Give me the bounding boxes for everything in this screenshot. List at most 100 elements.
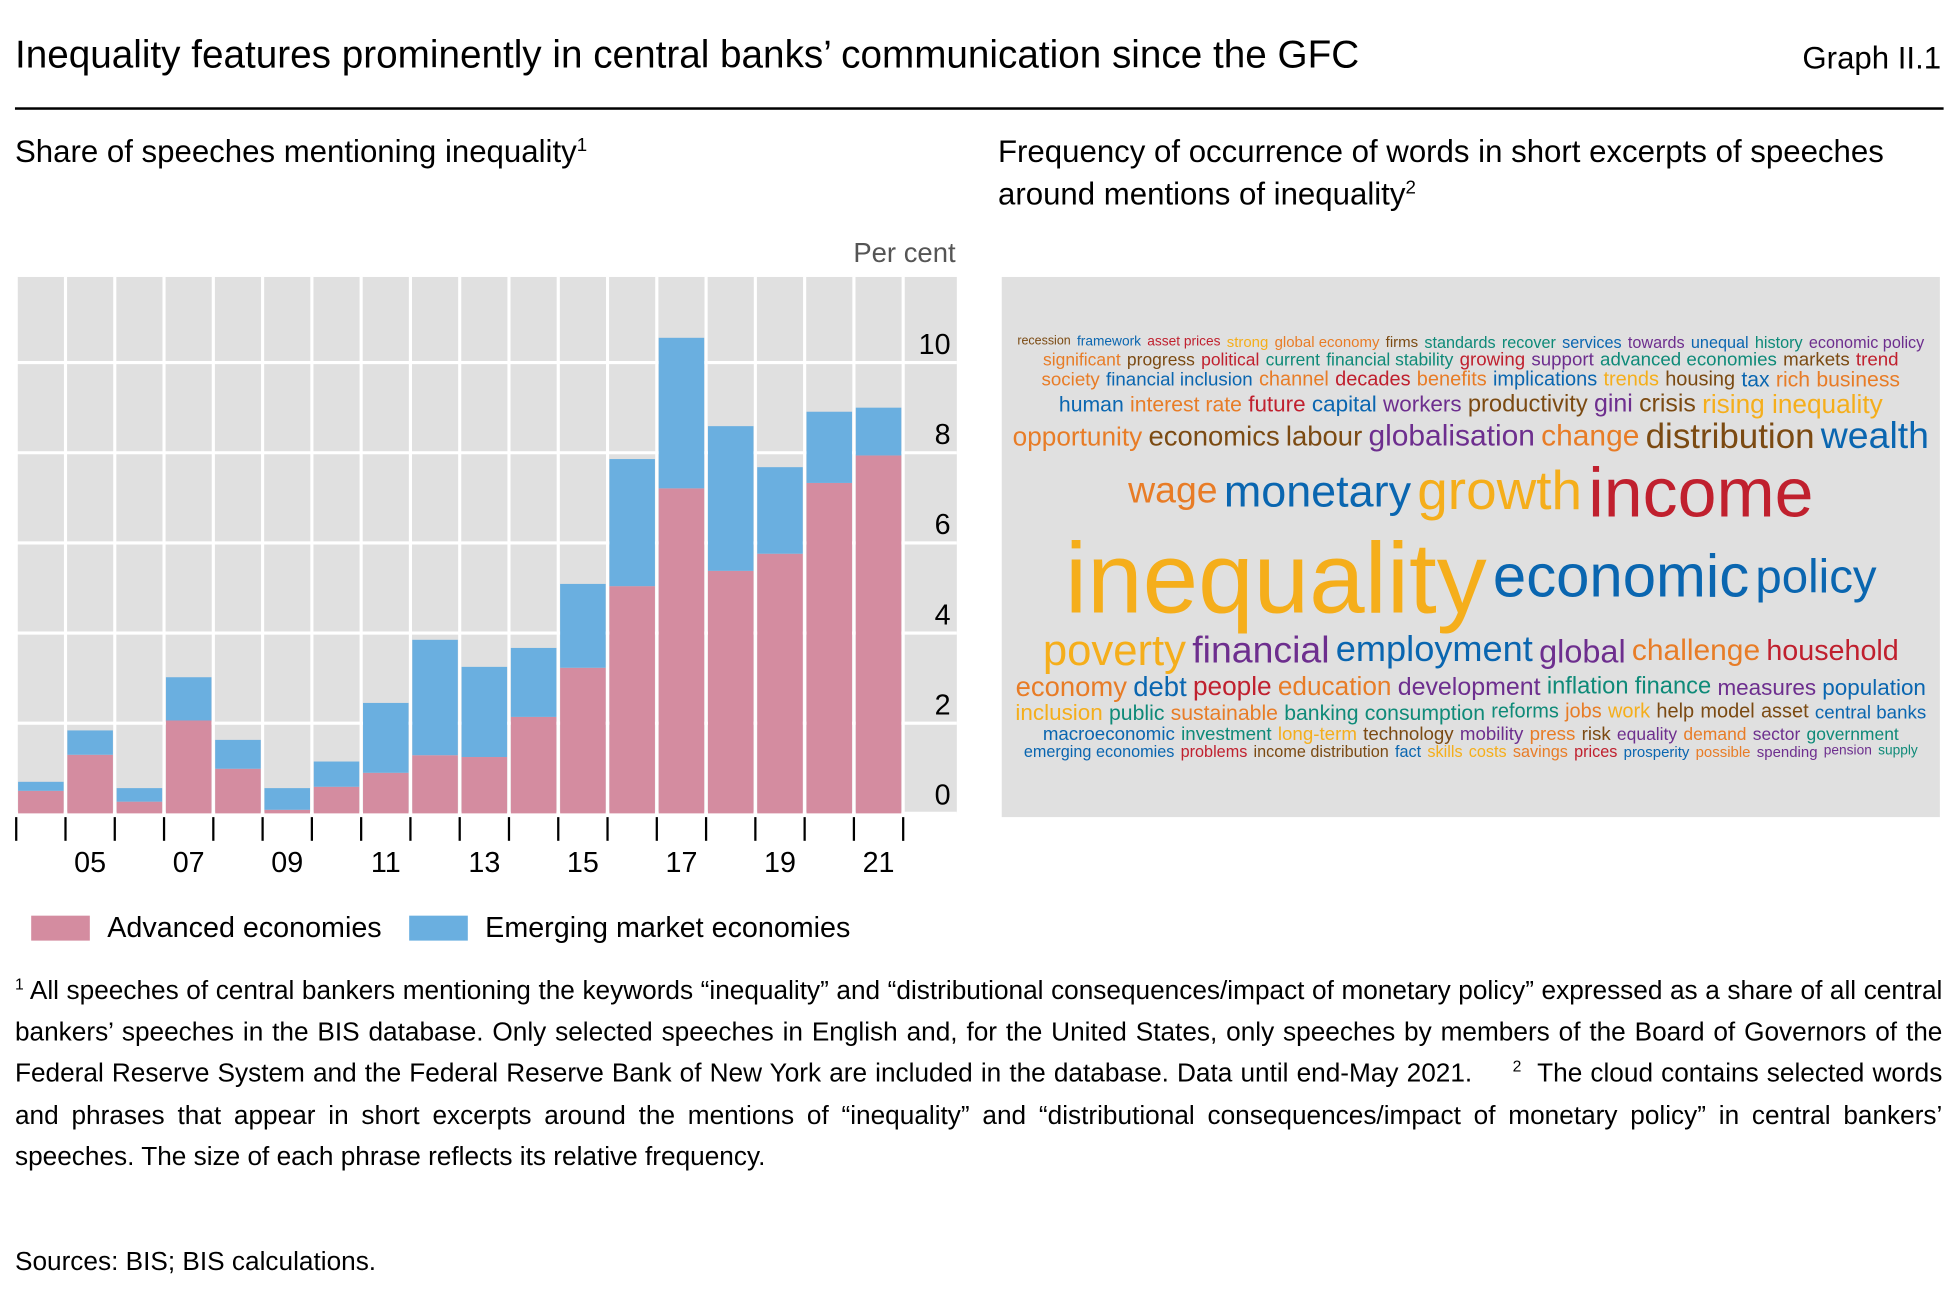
bar-advanced-economies xyxy=(67,754,113,814)
cloud-word: globalisation xyxy=(1368,419,1535,453)
bar-advanced-economies xyxy=(707,570,754,814)
cloud-word: significant xyxy=(1043,349,1121,370)
y-tick-label: 0 xyxy=(935,780,951,812)
y-tick-label: 10 xyxy=(919,329,951,361)
sources-line: Sources: BIS; BIS calculations. xyxy=(14,1247,377,1277)
cloud-word: problems xyxy=(1180,742,1248,762)
cloud-word: growing xyxy=(1459,349,1526,371)
cloud-word: framework xyxy=(1076,333,1142,349)
footnote-mark: 1 xyxy=(14,975,24,994)
cloud-word: investment xyxy=(1181,723,1272,745)
cloud-word: progress xyxy=(1126,349,1195,370)
graph-number: Graph II.1 xyxy=(1802,41,1942,77)
cloud-word: prices xyxy=(1574,742,1618,762)
bar-emerging-market-economies xyxy=(757,467,803,554)
cloud-word: history xyxy=(1754,332,1803,352)
bar-emerging-market-economies xyxy=(264,788,311,810)
cloud-word: inclusion xyxy=(1015,700,1103,726)
cloud-word: rising inequality xyxy=(1702,389,1883,419)
cloud-word: financial xyxy=(1192,629,1330,671)
bar-advanced-economies xyxy=(116,801,163,814)
cloud-word: recover xyxy=(1501,332,1556,352)
legend-label: Advanced economies xyxy=(107,910,382,944)
x-tick-label: 19 xyxy=(764,847,796,879)
cloud-word: asset xyxy=(1760,701,1809,723)
bar-emerging-market-economies xyxy=(363,702,409,773)
cloud-word: trend xyxy=(1855,349,1899,371)
x-tick-label: 21 xyxy=(863,847,895,879)
cloud-word: wage xyxy=(1128,470,1218,512)
cloud-word: savings xyxy=(1512,742,1568,762)
cloud-word: society xyxy=(1041,369,1100,391)
cloud-word: growth xyxy=(1417,459,1583,522)
footnote-mark: 2 xyxy=(1512,1058,1522,1076)
cloud-word: financial inclusion xyxy=(1106,369,1253,391)
y-tick-label: 6 xyxy=(935,509,951,541)
cloud-word: asset prices xyxy=(1147,333,1221,349)
bar-advanced-economies xyxy=(215,768,261,814)
cloud-word: distribution xyxy=(1645,416,1815,456)
cloud-word: model xyxy=(1700,701,1755,723)
cloud-word: decades xyxy=(1335,368,1411,391)
cloud-word: consumption xyxy=(1364,700,1485,725)
cloud-word: pension xyxy=(1823,743,1872,759)
cloud-word: global xyxy=(1539,632,1626,670)
cloud-word: advanced economies xyxy=(1600,349,1777,371)
cloud-word: education xyxy=(1277,672,1392,702)
cloud-word: policy xyxy=(1755,551,1877,604)
bar-emerging-market-economies xyxy=(313,761,360,787)
cloud-word: housing xyxy=(1665,368,1736,391)
cloud-word: press xyxy=(1529,723,1576,745)
footnote-ref: 1 xyxy=(576,134,588,156)
legend-item-advanced: Advanced economies xyxy=(31,910,382,945)
cloud-word: income distribution xyxy=(1253,742,1389,762)
cloud-word: rich xyxy=(1775,368,1811,393)
bar-emerging-market-economies xyxy=(658,337,705,489)
bar-advanced-economies xyxy=(313,786,360,814)
cloud-word: firms xyxy=(1385,333,1419,351)
cloud-word: emerging economies xyxy=(1023,742,1175,762)
cloud-word: household xyxy=(1766,634,1899,667)
cloud-word: capital xyxy=(1311,391,1377,417)
y-tick-label: 4 xyxy=(935,599,951,631)
cloud-word: strong xyxy=(1226,333,1269,351)
bar-advanced-economies xyxy=(658,488,705,814)
bar-advanced-economies xyxy=(18,790,64,814)
cloud-word: workers xyxy=(1383,391,1462,417)
cloud-word: supply xyxy=(1878,743,1918,759)
right-panel-subtitle: Frequency of occurrence of words in shor… xyxy=(998,131,1921,216)
cloud-word: productivity xyxy=(1467,391,1588,418)
cloud-word: wealth xyxy=(1820,415,1929,457)
cloud-word: human xyxy=(1058,392,1124,417)
cloud-word: inflation xyxy=(1546,674,1629,701)
cloud-word: help xyxy=(1656,701,1695,723)
cloud-word: economics xyxy=(1148,420,1280,452)
cloud-word: current xyxy=(1265,349,1320,370)
bar-emerging-market-economies xyxy=(18,781,64,791)
x-tick-label: 13 xyxy=(468,847,500,879)
cloud-word: banking xyxy=(1284,700,1359,725)
legend-swatch-advanced xyxy=(31,915,90,940)
cloud-word: employment xyxy=(1335,630,1533,671)
cloud-word: technology xyxy=(1363,723,1454,745)
x-tick-label: 11 xyxy=(371,847,401,879)
cloud-word: population xyxy=(1822,674,1926,700)
footnote-2: The cloud contains selected words and ph… xyxy=(14,1059,1943,1172)
cloud-word: economic policy xyxy=(1808,332,1925,352)
bar-advanced-economies xyxy=(855,455,902,814)
legend-item-emerging: Emerging market economies xyxy=(409,911,850,945)
bar-advanced-economies xyxy=(560,667,606,814)
cloud-word: political xyxy=(1201,349,1260,370)
cloud-word: possible xyxy=(1695,742,1751,761)
left-panel-subtitle: Share of speeches mentioning inequality1 xyxy=(15,131,587,173)
cloud-word: equality xyxy=(1616,723,1678,744)
stacked-bar-chart: 0 2 4 6 8 10 05 07 09 11 13 15 17 19 21 xyxy=(14,276,957,879)
cloud-word: sustainable xyxy=(1170,700,1278,725)
legend-swatch-emerging xyxy=(409,915,468,940)
cloud-word: mobility xyxy=(1459,723,1524,745)
bar-emerging-market-economies xyxy=(461,666,508,758)
cloud-word: markets xyxy=(1783,349,1850,371)
left-subtitle-text: Share of speeches mentioning inequality xyxy=(14,134,577,170)
y-tick-label: 2 xyxy=(935,689,951,721)
cloud-word: standards xyxy=(1424,332,1496,352)
